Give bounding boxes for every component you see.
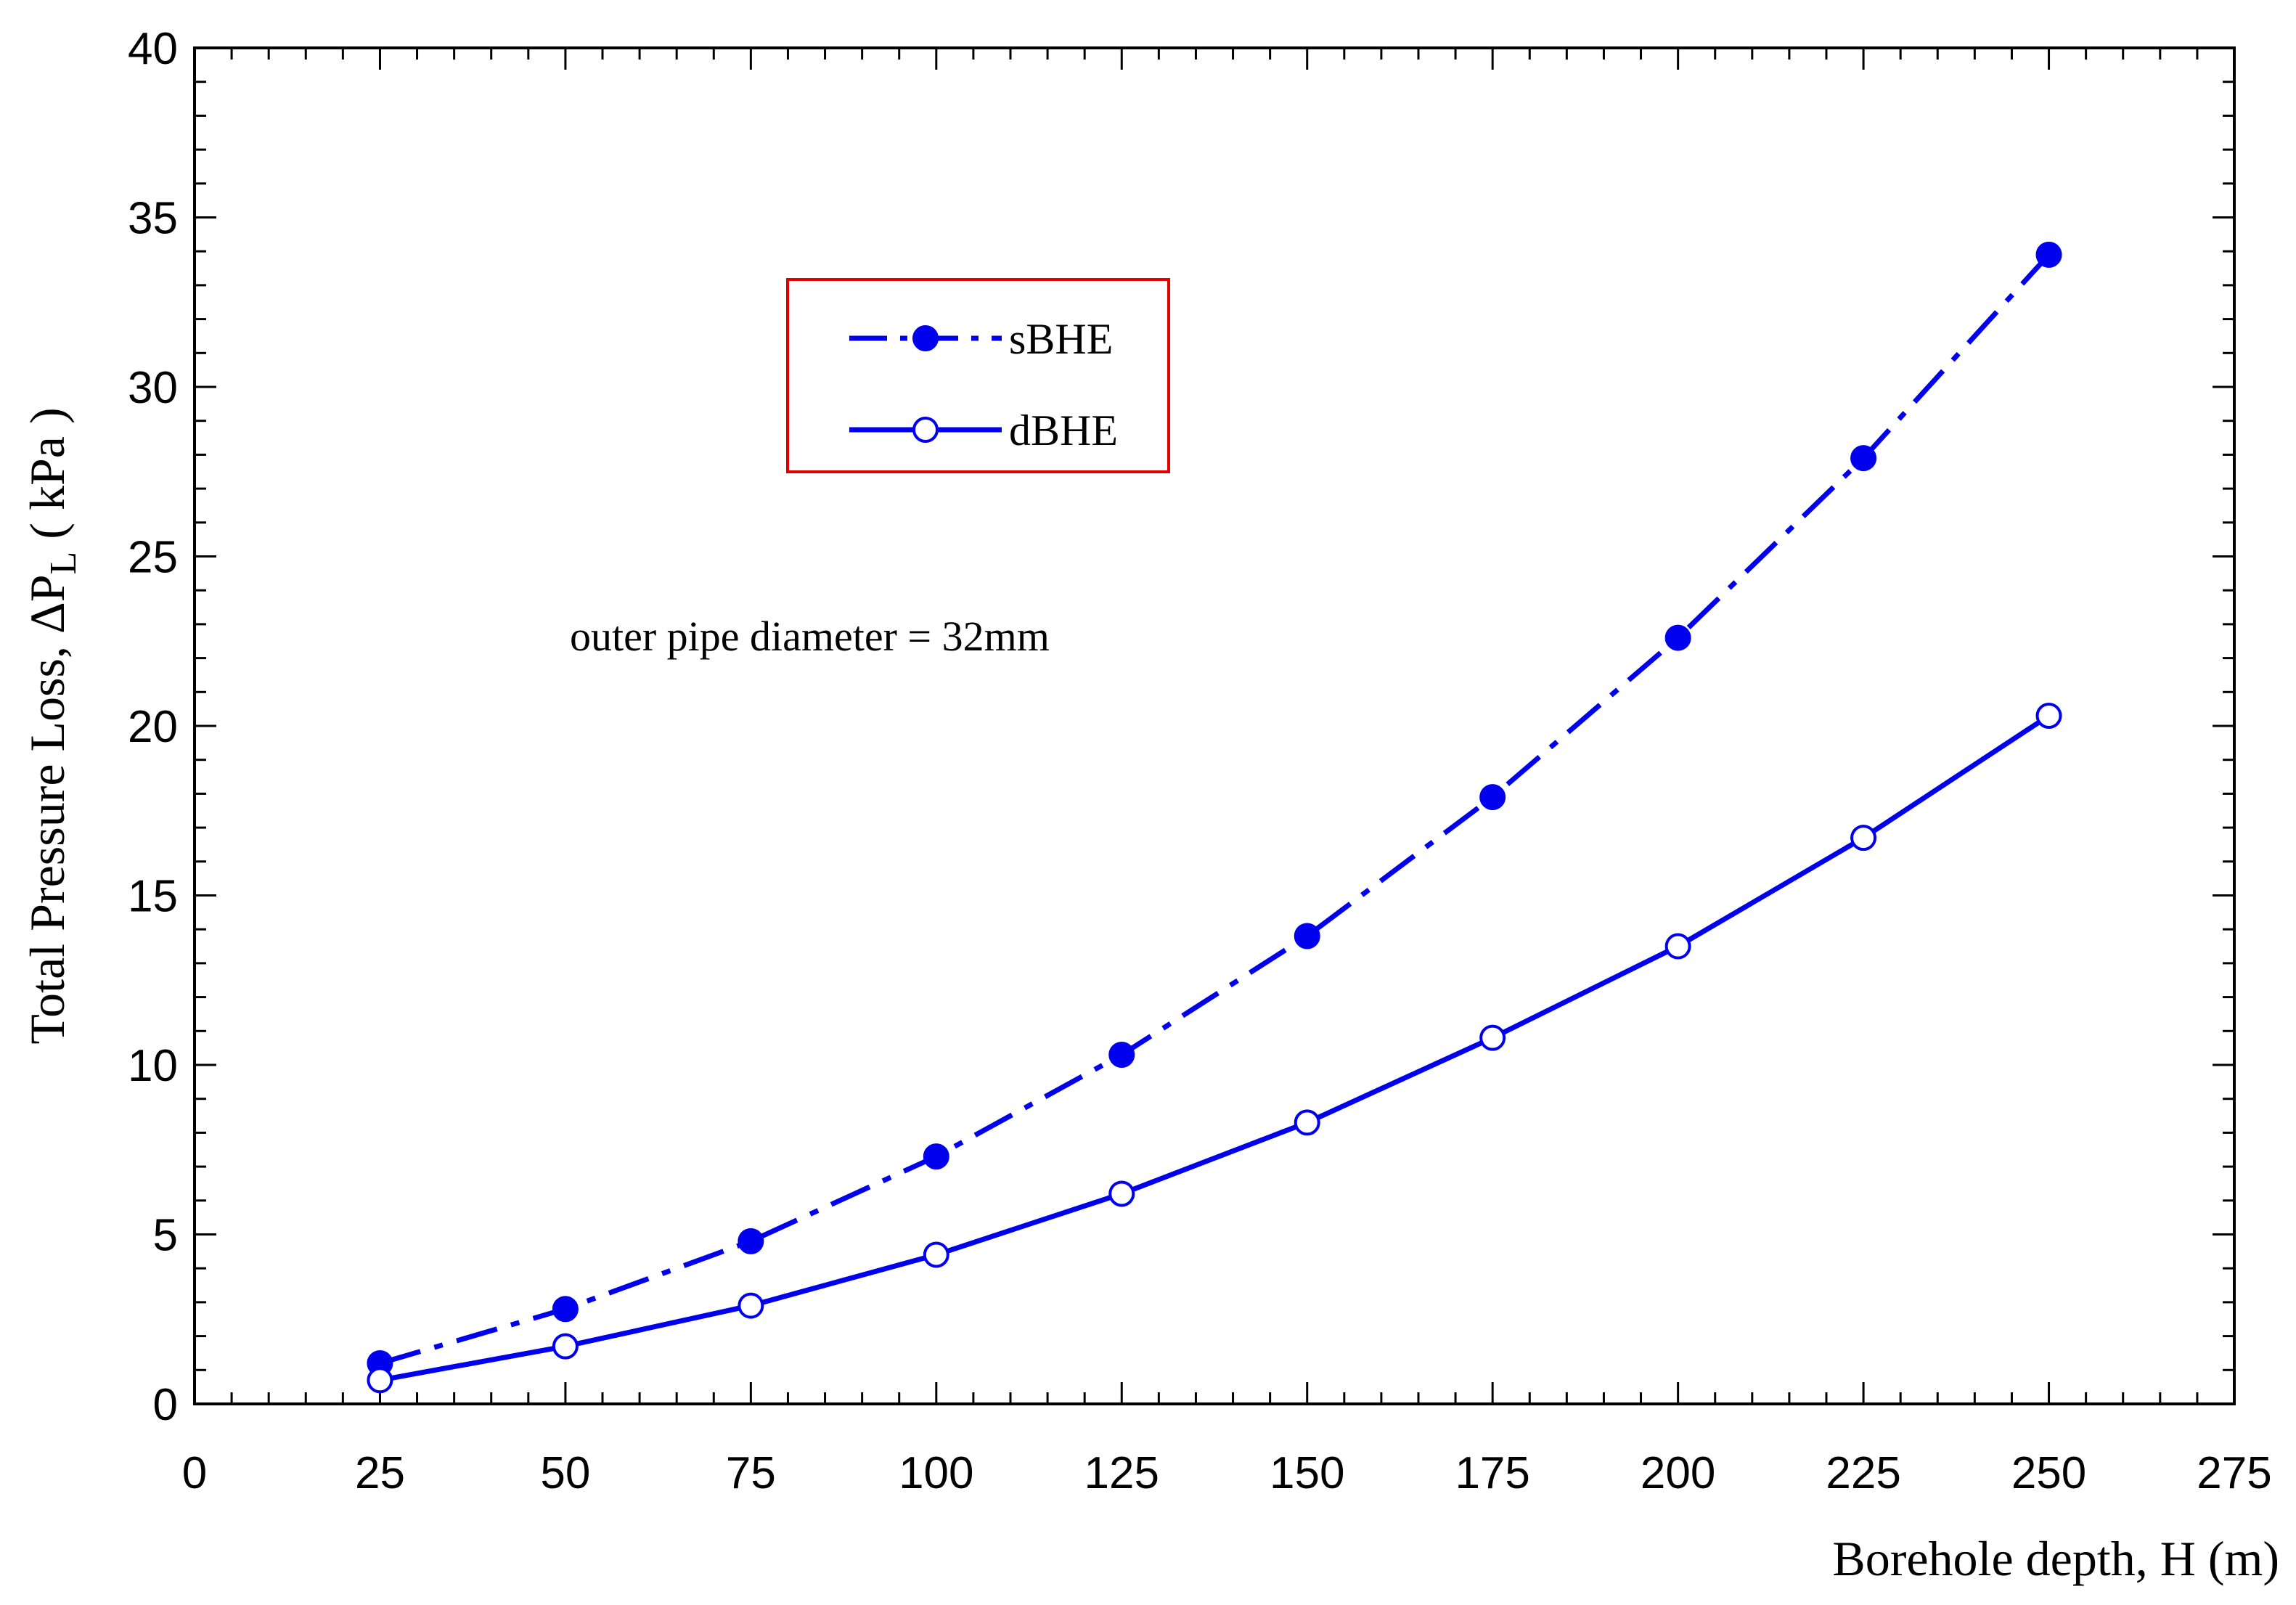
- data-point-dbhe: [1479, 1024, 1506, 1051]
- x-tick-label: 225: [1826, 1448, 1900, 1498]
- y-tick-label: 25: [128, 533, 178, 583]
- y-axis-title-main: Total Pressure Loss, ΔP: [20, 574, 75, 1044]
- data-point-dbhe: [738, 1292, 764, 1319]
- data-point-dbhe: [2035, 702, 2062, 729]
- plot-frame: [193, 46, 2236, 1405]
- data-point-dbhe: [1850, 825, 1877, 851]
- data-point-dbhe: [1294, 1109, 1320, 1136]
- legend-box: [786, 278, 1170, 473]
- y-axis-title: Total Pressure Loss, ΔPL ( kPa ): [20, 407, 84, 1044]
- series-layer: [367, 241, 2062, 1394]
- x-tick-label: 75: [726, 1448, 776, 1498]
- x-tick-label: 250: [2011, 1448, 2086, 1498]
- data-point-dbhe: [923, 1241, 949, 1268]
- series-line-dbhe: [379, 714, 2051, 1383]
- y-tick-label: 35: [128, 194, 178, 244]
- y-tick-label: 10: [128, 1041, 178, 1091]
- data-point-dbhe: [1108, 1180, 1135, 1207]
- data-point-dbhe: [552, 1333, 579, 1360]
- x-tick-label: 125: [1084, 1448, 1159, 1498]
- y-axis-title-subscript: L: [43, 552, 84, 575]
- x-tick-label: 200: [1641, 1448, 1715, 1498]
- y-tick-label: 30: [128, 363, 178, 413]
- annotation-text: outer pipe diameter = 32mm: [570, 613, 1050, 660]
- data-point-sbhe: [552, 1296, 579, 1323]
- legend-marker-dbhe: [912, 417, 939, 443]
- data-point-sbhe: [1294, 923, 1320, 949]
- x-tick-label: 100: [899, 1448, 973, 1498]
- data-point-sbhe: [1850, 445, 1877, 472]
- y-tick-label: 20: [128, 702, 178, 752]
- data-point-dbhe: [1664, 933, 1691, 960]
- axis-ticks: 0 25 50 75 100 125 150 175 200 225 250 275 0 5 10 15 20 2…: [128, 24, 2272, 1498]
- data-point-sbhe: [923, 1143, 949, 1170]
- y-tick-label: 5: [153, 1211, 178, 1261]
- x-tick-label: 50: [540, 1448, 590, 1498]
- x-tick-label: 25: [355, 1448, 405, 1498]
- series-line-sbhe: [379, 253, 2051, 1366]
- data-point-sbhe: [738, 1228, 764, 1254]
- data-point-sbhe: [1479, 784, 1506, 811]
- x-tick-label: 175: [1455, 1448, 1529, 1498]
- x-axis-title: Borehole depth, H (m): [1832, 1531, 2279, 1586]
- data-point-sbhe: [1108, 1041, 1135, 1068]
- y-tick-label: 0: [153, 1380, 178, 1430]
- y-tick-label: 40: [128, 24, 178, 74]
- data-point-dbhe: [367, 1367, 393, 1394]
- y-tick-label: 15: [128, 872, 178, 922]
- x-tick-label: 275: [2197, 1448, 2271, 1498]
- data-point-sbhe: [2035, 241, 2062, 268]
- legend-label-dbhe: dBHE: [1009, 407, 1118, 454]
- x-tick-label: 0: [182, 1448, 207, 1498]
- data-point-sbhe: [1664, 624, 1691, 651]
- legend-label-sbhe: sBHE: [1009, 315, 1113, 363]
- y-axis-title-unit: ( kPa ): [20, 407, 75, 551]
- x-tick-label: 150: [1270, 1448, 1344, 1498]
- legend-marker-sbhe: [912, 325, 939, 351]
- legend: sBHE dBHE: [786, 278, 1170, 473]
